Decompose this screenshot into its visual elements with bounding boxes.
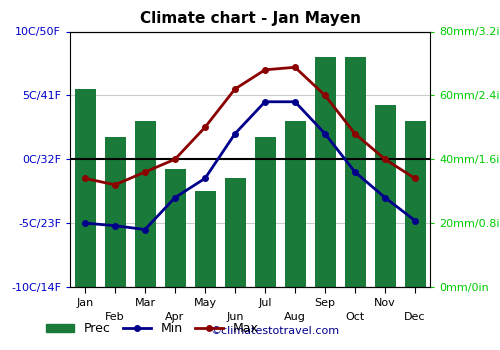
Text: Jun: Jun <box>226 312 244 322</box>
Text: Jul: Jul <box>258 298 272 308</box>
Text: Nov: Nov <box>374 298 396 308</box>
Text: Jan: Jan <box>76 298 94 308</box>
Text: Apr: Apr <box>166 312 184 322</box>
Bar <box>344 57 366 287</box>
Bar <box>224 178 246 287</box>
Bar <box>74 89 96 287</box>
Text: ©climatestotravel.com: ©climatestotravel.com <box>210 326 339 336</box>
Text: May: May <box>194 298 216 308</box>
Bar <box>254 137 276 287</box>
Bar <box>194 191 216 287</box>
Text: Aug: Aug <box>284 312 306 322</box>
Title: Climate chart - Jan Mayen: Climate chart - Jan Mayen <box>140 11 360 26</box>
Text: Mar: Mar <box>134 298 156 308</box>
Text: Feb: Feb <box>105 312 125 322</box>
Bar <box>104 137 126 287</box>
Text: Dec: Dec <box>404 312 426 322</box>
Text: Oct: Oct <box>346 312 364 322</box>
Bar <box>374 105 396 287</box>
Bar <box>284 121 306 287</box>
Bar <box>314 57 336 287</box>
Bar <box>134 121 156 287</box>
Bar <box>164 169 186 287</box>
Bar <box>404 121 425 287</box>
Legend: Prec, Min, Max: Prec, Min, Max <box>41 317 264 340</box>
Text: Sep: Sep <box>314 298 336 308</box>
